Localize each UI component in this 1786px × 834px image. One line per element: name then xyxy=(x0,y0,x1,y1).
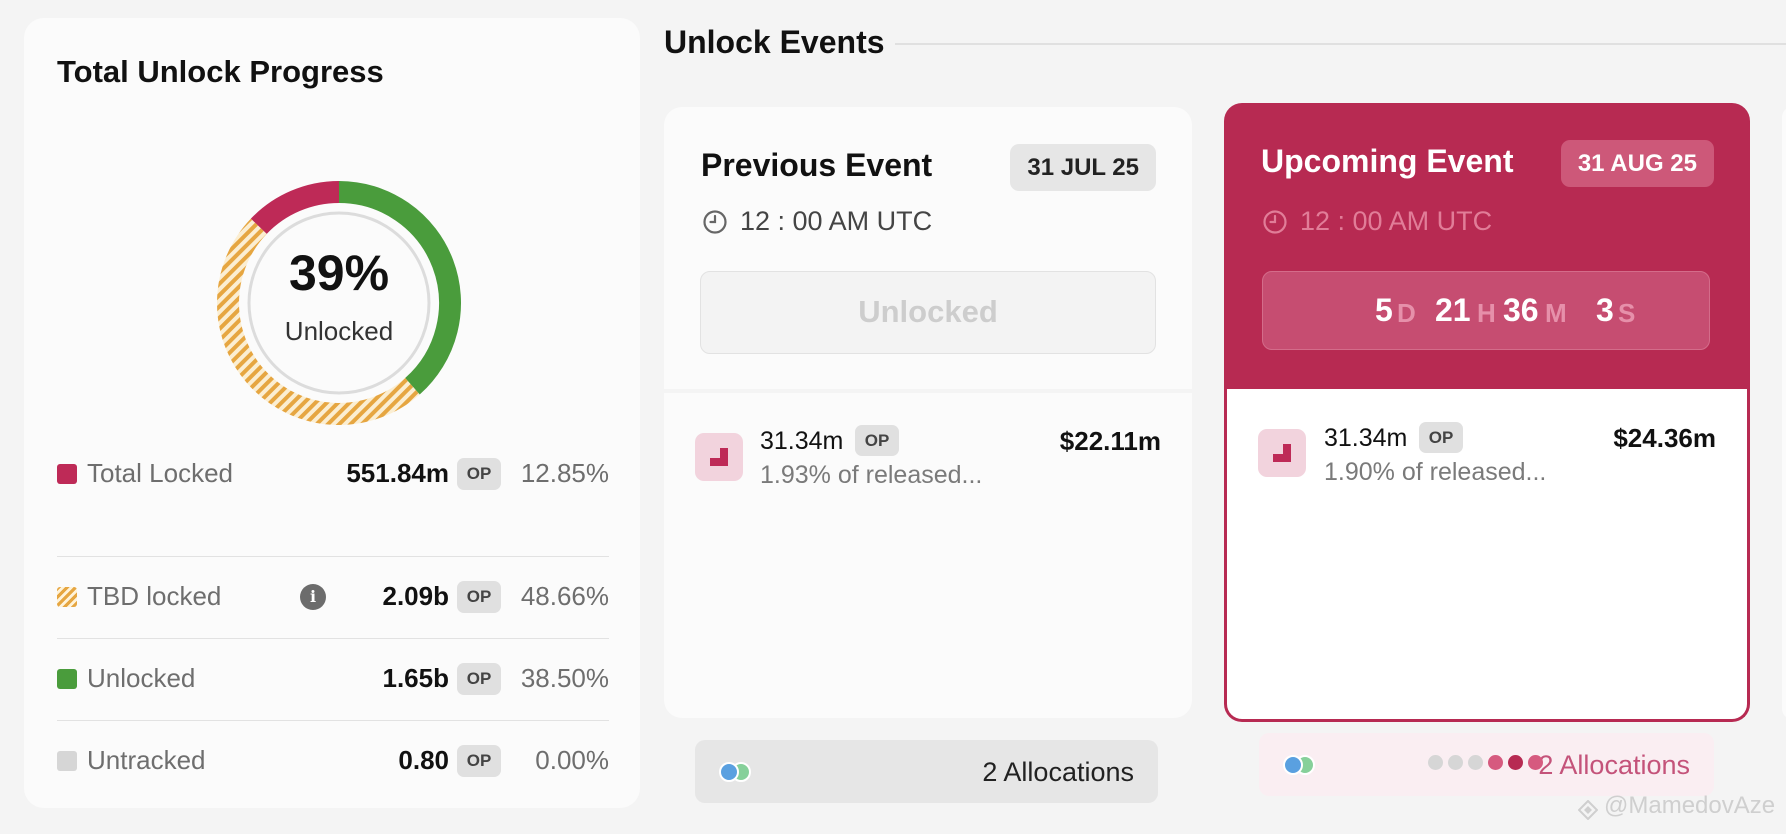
stat-row-tbd-locked: TBD locked i 2.09b OP 48.66% xyxy=(57,556,609,638)
allocations-label: 2 Allocations xyxy=(982,757,1134,787)
allocations-button[interactable]: 2 Allocations xyxy=(1259,733,1714,796)
unlock-progress-title: Total Unlock Progress xyxy=(57,54,384,89)
stat-row-total-locked: Total Locked 551.84m OP 12.85% xyxy=(57,434,609,516)
stat-amount: 551.84m xyxy=(346,458,449,488)
countdown-days-unit: D xyxy=(1397,298,1416,328)
stat-percent: 0.00% xyxy=(535,745,609,775)
clock-icon xyxy=(703,210,727,234)
unlocked-status-box: Unlocked xyxy=(700,271,1156,354)
pager-dot[interactable] xyxy=(1448,755,1463,770)
countdown-minutes: 36 xyxy=(1503,292,1539,328)
countdown-days: 5 xyxy=(1375,292,1393,328)
watermark-logo-icon xyxy=(1578,800,1598,820)
stat-percent: 38.50% xyxy=(520,663,609,693)
op-token-badge: OP xyxy=(855,425,899,456)
section-divider xyxy=(895,43,1786,45)
unlocked-label: Unlocked xyxy=(284,316,394,346)
unlock-events-title: Unlock Events xyxy=(664,24,885,60)
info-icon[interactable]: i xyxy=(300,584,326,610)
event-time: 12 : 00 AM UTC xyxy=(740,206,933,236)
event-time: 12 : 00 AM UTC xyxy=(1300,206,1493,236)
countdown-hours-unit: H xyxy=(1477,298,1496,328)
event-header: Previous Event 31 JUL 25 12 : 00 AM UTC … xyxy=(664,107,1192,389)
event-details: 31.34m OP $24.36m 1.90% of released... 2… xyxy=(1224,389,1750,796)
countdown-seconds: 3 xyxy=(1596,292,1614,328)
donut-segment-total-locked xyxy=(250,181,340,235)
token-amount: 31.34m xyxy=(1324,424,1408,452)
tbd-locked-swatch xyxy=(57,587,77,607)
event-date-badge: 31 JUL 25 xyxy=(1010,144,1156,191)
pager-dot[interactable] xyxy=(1468,755,1483,770)
release-description: 1.93% of released... xyxy=(760,461,983,489)
countdown-timer: 5 D 21 H 36 M 3 S xyxy=(1262,271,1710,350)
event-date-badge: 31 AUG 25 xyxy=(1560,140,1714,187)
watermark-text: @MamedovAze xyxy=(1604,792,1776,819)
next-event-card-peek[interactable] xyxy=(1782,107,1786,719)
stat-name: Untracked xyxy=(87,745,206,775)
unlocked-percent: 39% xyxy=(288,245,390,301)
clock-icon xyxy=(1263,210,1287,234)
allocations-button[interactable]: 2 Allocations xyxy=(695,740,1158,803)
carousel-pager xyxy=(1428,755,1548,771)
event-details: 31.34m OP $22.11m 1.93% of released... 2… xyxy=(664,393,1192,803)
pager-dot[interactable] xyxy=(1508,755,1523,770)
total-locked-swatch xyxy=(57,464,77,484)
pager-dot[interactable] xyxy=(1488,755,1503,770)
pager-dot[interactable] xyxy=(1428,755,1443,770)
unlock-progress-card: Total Unlock Progress 39% Unlocked Total… xyxy=(24,18,640,808)
stat-row-untracked: Untracked 0.80 OP 0.00% xyxy=(57,720,609,802)
op-token-badge: OP xyxy=(457,663,501,695)
stat-row-unlocked: Unlocked 1.65b OP 38.50% xyxy=(57,638,609,720)
allocation-dots-icon xyxy=(719,762,759,782)
countdown-minutes-unit: M xyxy=(1545,298,1567,328)
allocations-label: 2 Allocations xyxy=(1538,750,1690,780)
event-title: Upcoming Event xyxy=(1261,143,1514,179)
stat-name: Total Locked xyxy=(87,458,233,488)
untracked-swatch xyxy=(57,751,77,771)
release-description: 1.90% of released... xyxy=(1324,458,1547,486)
event-header: Upcoming Event 31 AUG 25 12 : 00 AM UTC … xyxy=(1224,103,1750,391)
donut-segment-tbd-locked xyxy=(217,218,420,425)
stat-amount: 1.65b xyxy=(382,663,450,693)
allocation-dots-icon xyxy=(1283,755,1323,775)
op-token-badge: OP xyxy=(457,745,501,777)
event-title: Previous Event xyxy=(701,147,933,183)
stat-percent: 48.66% xyxy=(520,581,609,611)
stat-name: Unlocked xyxy=(87,663,196,693)
countdown-seconds-unit: S xyxy=(1618,298,1636,328)
pager-dot[interactable] xyxy=(1528,755,1543,770)
donut-inner-ring xyxy=(247,211,431,395)
op-token-badge: OP xyxy=(457,458,501,490)
donut-segment-unlocked xyxy=(338,181,461,395)
stat-name: TBD locked xyxy=(87,581,222,611)
token-amount: 31.34m xyxy=(760,427,844,455)
op-token-badge: OP xyxy=(1419,422,1463,453)
token-unlock-icon xyxy=(695,433,743,481)
countdown-hours: 21 xyxy=(1435,292,1471,328)
stat-amount: 2.09b xyxy=(382,581,450,611)
unlock-donut-chart: 39% Unlocked xyxy=(189,153,489,453)
token-usd-value: $22.11m xyxy=(1059,426,1161,456)
stat-percent: 12.85% xyxy=(520,458,609,488)
token-usd-value: $24.36m xyxy=(1613,423,1716,453)
token-unlock-icon xyxy=(1258,429,1306,477)
op-token-badge: OP xyxy=(457,581,501,613)
unlocked-swatch xyxy=(57,669,77,689)
stat-amount: 0.80 xyxy=(398,745,449,775)
